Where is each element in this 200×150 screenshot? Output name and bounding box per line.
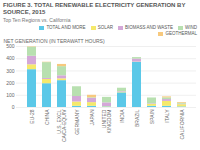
svg-text:500: 500 xyxy=(6,43,15,50)
svg-text:GERMANY: GERMANY xyxy=(74,109,80,135)
svg-text:JAPAN: JAPAN xyxy=(89,109,95,125)
svg-text:100: 100 xyxy=(6,92,15,98)
html-text:Top Ten Regions vs. California: Top Ten Regions vs. California xyxy=(3,17,71,23)
svg-text:300: 300 xyxy=(6,68,15,74)
svg-text:ITALY: ITALY xyxy=(164,109,170,123)
html-text:TOTAL AND MORE: TOTAL AND MORE xyxy=(46,25,86,30)
svg-text:SPAIN: SPAIN xyxy=(149,109,155,124)
html-text:FIGURE 3. TOTAL RENEWABLE ELEC: FIGURE 3. TOTAL RENEWABLE ELECTRICITY GE… xyxy=(3,2,186,15)
svg-text:0: 0 xyxy=(12,104,15,110)
html-text:BIOMASS AND WASTE: BIOMASS AND WASTE xyxy=(124,25,173,30)
html-text:SOLAR: SOLAR xyxy=(97,25,113,30)
svg-text:NET GENERATION (IN TERAWATT HO: NET GENERATION (IN TERAWATT HOURS) xyxy=(4,38,105,44)
html-text:WIND: WIND xyxy=(185,25,197,30)
html-text:GEOTHERMAL: GEOTHERMAL xyxy=(165,31,197,36)
svg-text:EU-28: EU-28 xyxy=(29,109,35,123)
svg-text:CHINA: CHINA xyxy=(44,109,50,125)
svg-text:BRAZIL: BRAZIL xyxy=(134,109,140,127)
svg-text:400: 400 xyxy=(6,55,15,61)
svg-text:U.S. EXCLCA/CA-EQUIV: U.S. EXCLCA/CA-EQUIV xyxy=(56,109,67,142)
svg-text:200: 200 xyxy=(6,80,15,86)
svg-text:CALIFORNIA: CALIFORNIA xyxy=(179,109,185,140)
svg-text:UNITEDKINGDOM: UNITEDKINGDOM xyxy=(101,109,112,133)
svg-text:INDIA: INDIA xyxy=(119,109,125,123)
